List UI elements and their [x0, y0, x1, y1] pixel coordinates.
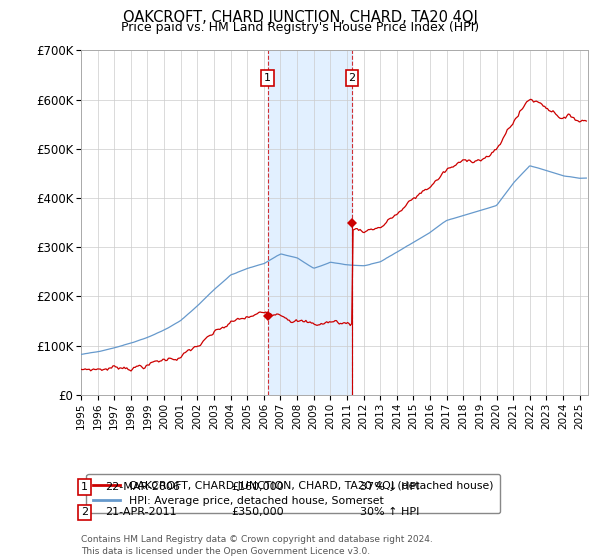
Text: Price paid vs. HM Land Registry's House Price Index (HPI): Price paid vs. HM Land Registry's House … [121, 21, 479, 34]
Text: 22-MAR-2006: 22-MAR-2006 [105, 482, 180, 492]
Text: £350,000: £350,000 [231, 507, 284, 517]
Text: 2: 2 [81, 507, 88, 517]
Text: £160,000: £160,000 [231, 482, 284, 492]
Bar [268, 50, 352, 395]
Text: 2: 2 [349, 73, 356, 83]
Text: Contains HM Land Registry data © Crown copyright and database right 2024.
This d: Contains HM Land Registry data © Crown c… [81, 535, 433, 556]
Text: 30% ↑ HPI: 30% ↑ HPI [360, 507, 419, 517]
Text: 21-APR-2011: 21-APR-2011 [105, 507, 176, 517]
Legend: OAKCROFT, CHARD JUNCTION, CHARD, TA20 4QJ (detached house), HPI: Average price, : OAKCROFT, CHARD JUNCTION, CHARD, TA20 4Q… [86, 474, 500, 512]
Text: 1: 1 [81, 482, 88, 492]
Text: 37% ↓ HPI: 37% ↓ HPI [360, 482, 419, 492]
Text: 1: 1 [264, 73, 271, 83]
Text: OAKCROFT, CHARD JUNCTION, CHARD, TA20 4QJ: OAKCROFT, CHARD JUNCTION, CHARD, TA20 4Q… [122, 10, 478, 25]
